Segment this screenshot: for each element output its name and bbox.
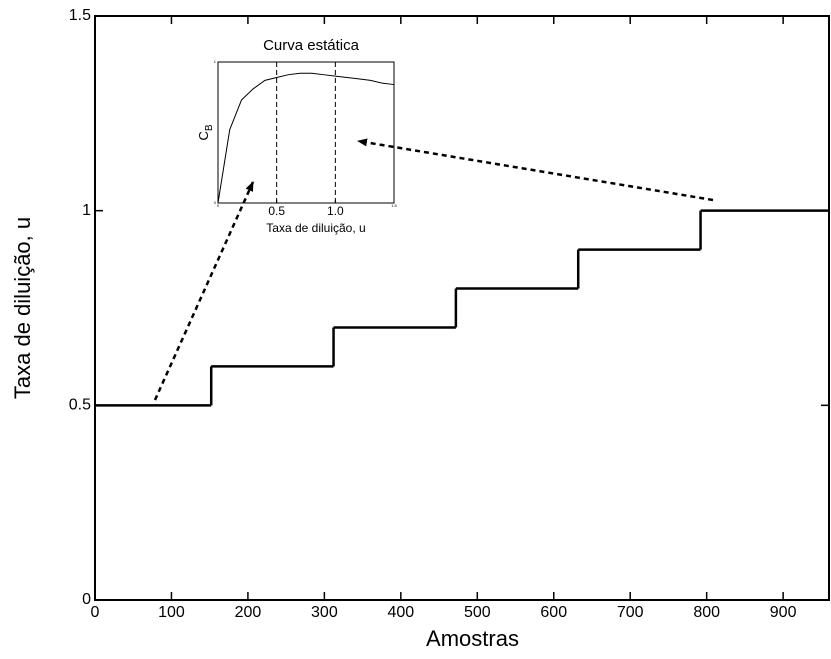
x-tick-label: 600 — [540, 604, 567, 621]
x-tick-label: 100 — [158, 604, 185, 621]
label-subscript: B — [204, 124, 215, 131]
inset-x-tick-label: 1.5 — [391, 203, 397, 208]
inset-x-tick-label: 0.5 — [268, 204, 285, 218]
inset-x-tick-label: 1.0 — [327, 204, 344, 218]
arrow — [357, 138, 714, 202]
x-tick-label: 300 — [311, 604, 338, 621]
inset-y-tick-label: 1 — [214, 59, 217, 64]
x-tick-label: 500 — [464, 604, 491, 621]
arrow — [153, 181, 255, 401]
inset-x-axis-label: Taxa de diluição, u — [266, 221, 365, 235]
y-axis-label: Taxa de diluição, u — [10, 217, 35, 399]
inset-x-tick-label: 0 — [217, 203, 220, 208]
x-tick-label: 400 — [387, 604, 414, 621]
x-tick-label: 0 — [91, 604, 100, 621]
inset-y-tick-label: 0 — [214, 200, 217, 205]
x-tick-label: 700 — [617, 604, 644, 621]
x-tick-label: 200 — [235, 604, 262, 621]
label-main: C — [196, 131, 211, 140]
curve — [217, 72, 395, 204]
inset-y-axis-label: CB — [196, 124, 214, 140]
inset-frame — [217, 61, 395, 204]
x-tick-label: 900 — [770, 604, 797, 621]
inset-title: Curva estática — [263, 37, 360, 54]
x-tick-label: 800 — [693, 604, 720, 621]
x-axis-label: Amostras — [426, 626, 519, 651]
y-tick-label: 0.5 — [69, 397, 91, 414]
y-tick-label: 1 — [82, 202, 91, 219]
y-tick-label: 1.5 — [69, 7, 91, 24]
plot-frame — [94, 15, 830, 601]
y-tick-label: 0 — [82, 591, 91, 608]
